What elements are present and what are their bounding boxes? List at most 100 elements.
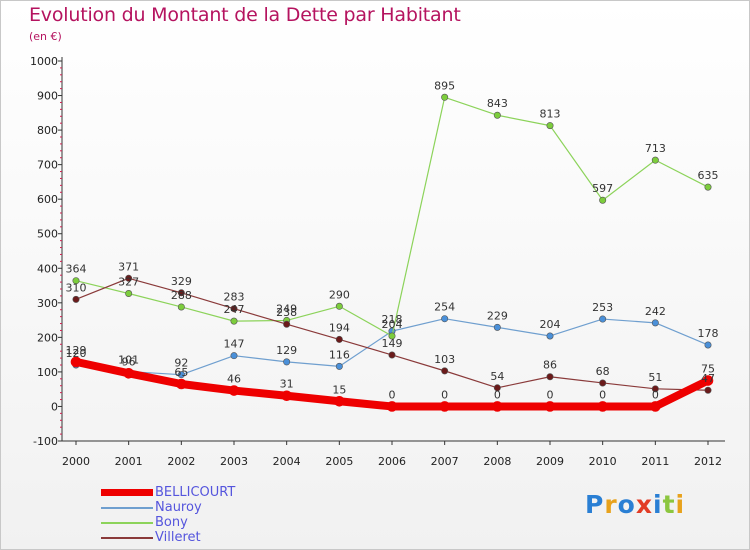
data-label-villeret: 371: [118, 260, 139, 273]
data-label-nauroy: 92: [174, 357, 188, 370]
data-point-nauroy: [546, 332, 554, 340]
data-label-bony: 204: [382, 318, 403, 331]
data-point-villeret: [388, 351, 396, 359]
y-tick-label: 200: [37, 331, 58, 344]
data-label-nauroy: 229: [487, 309, 508, 322]
data-point-bellicourt: [492, 401, 503, 412]
y-tick-label: 500: [37, 228, 58, 241]
data-label-nauroy: 178: [698, 327, 719, 340]
data-label-bellicourt: 0: [652, 388, 659, 401]
data-label-nauroy: 101: [118, 354, 139, 367]
legend-label: Bony: [155, 515, 188, 530]
data-label-nauroy: 147: [224, 338, 245, 351]
proxiti-logo: Proxiti: [585, 490, 685, 519]
x-tick-label: 2002: [167, 455, 195, 468]
data-point-bellicourt: [439, 401, 450, 412]
legend-swatch: [101, 537, 153, 539]
data-label-nauroy: 116: [329, 348, 350, 361]
legend-label: BELLICOURT: [155, 485, 236, 500]
data-label-bony: 895: [434, 79, 455, 92]
data-label-villeret: 283: [224, 291, 245, 304]
logo-letter: r: [604, 490, 618, 519]
data-label-bellicourt: 129: [66, 344, 87, 357]
data-point-nauroy: [283, 358, 291, 366]
data-point-bellicourt: [228, 385, 240, 396]
x-tick-label: 2008: [483, 455, 511, 468]
y-tick-label: 400: [37, 262, 58, 275]
data-label-nauroy: 120: [66, 347, 87, 360]
data-point-bony: [546, 122, 554, 130]
logo-letter: o: [617, 490, 636, 519]
data-label-villeret: 238: [276, 306, 297, 319]
data-label-villeret: 47: [701, 372, 715, 385]
data-point-villeret: [125, 274, 133, 282]
y-tick-label: 900: [37, 90, 58, 103]
data-label-bony: 290: [329, 288, 350, 301]
data-point-nauroy: [177, 371, 185, 379]
data-point-villeret: [651, 385, 659, 393]
data-label-bony: 635: [698, 169, 719, 182]
data-point-bellicourt: [650, 401, 661, 412]
data-point-bony: [230, 317, 238, 325]
data-point-villeret: [72, 295, 80, 303]
data-label-bellicourt: 96: [122, 355, 136, 368]
y-tick-label: 800: [37, 124, 58, 137]
data-point-nauroy: [441, 315, 449, 323]
data-label-nauroy: 254: [434, 301, 455, 314]
data-point-villeret: [704, 386, 712, 394]
data-label-bellicourt: 0: [547, 388, 554, 401]
chart-title: Evolution du Montant de la Dette par Hab…: [29, 4, 461, 26]
y-tick-label: -100: [33, 435, 58, 448]
data-point-bellicourt: [123, 367, 134, 379]
x-tick-label: 2004: [273, 455, 301, 468]
data-point-nauroy: [493, 323, 501, 331]
data-label-bellicourt: 46: [227, 373, 241, 386]
data-point-villeret: [441, 367, 449, 375]
data-label-nauroy: 242: [645, 305, 666, 318]
x-tick-label: 2000: [62, 455, 90, 468]
data-point-bony: [388, 332, 396, 340]
logo-letter: t: [662, 490, 676, 519]
legend-label: Nauroy: [155, 500, 202, 515]
legend-swatch: [101, 522, 153, 524]
legend-swatch: [101, 489, 153, 496]
data-label-bony: 713: [645, 142, 666, 155]
data-point-bellicourt: [386, 401, 398, 412]
data-point-bellicourt: [70, 356, 82, 368]
data-label-bellicourt: 0: [389, 388, 396, 401]
data-point-bellicourt: [281, 390, 292, 402]
x-tick-label: 2005: [325, 455, 353, 468]
x-tick-label: 2003: [220, 455, 248, 468]
data-point-villeret: [230, 305, 238, 313]
data-point-bony: [125, 289, 133, 297]
data-point-villeret: [546, 373, 554, 381]
data-label-villeret: 54: [490, 370, 504, 383]
data-label-villeret: 149: [382, 337, 403, 350]
data-point-villeret: [493, 384, 501, 392]
data-label-nauroy: 204: [540, 318, 561, 331]
data-label-bellicourt: 65: [174, 366, 188, 379]
data-label-villeret: 86: [543, 359, 557, 372]
legend-label: Villeret: [155, 530, 201, 545]
y-tick-label: 0: [51, 400, 58, 413]
data-point-bellicourt: [544, 401, 556, 412]
data-label-bony: 597: [592, 182, 613, 195]
data-point-bellicourt: [702, 375, 714, 386]
data-point-bony: [493, 111, 501, 119]
x-tick-label: 2010: [589, 455, 617, 468]
data-label-nauroy: 253: [592, 301, 613, 314]
data-point-bony: [335, 302, 343, 310]
data-point-bony: [599, 196, 607, 204]
x-tick-label: 2011: [641, 455, 669, 468]
data-point-nauroy: [599, 315, 607, 323]
data-point-bellicourt: [176, 378, 187, 390]
data-label-bony: 327: [118, 275, 139, 288]
data-label-villeret: 68: [596, 365, 610, 378]
logo-letter: i: [675, 490, 686, 519]
data-label-bony: 843: [487, 97, 508, 110]
y-tick-label: 600: [37, 193, 58, 206]
y-tick-label: 300: [37, 297, 58, 310]
data-point-bony: [441, 93, 449, 101]
data-point-villeret: [283, 320, 291, 328]
data-label-nauroy: 129: [276, 344, 297, 357]
